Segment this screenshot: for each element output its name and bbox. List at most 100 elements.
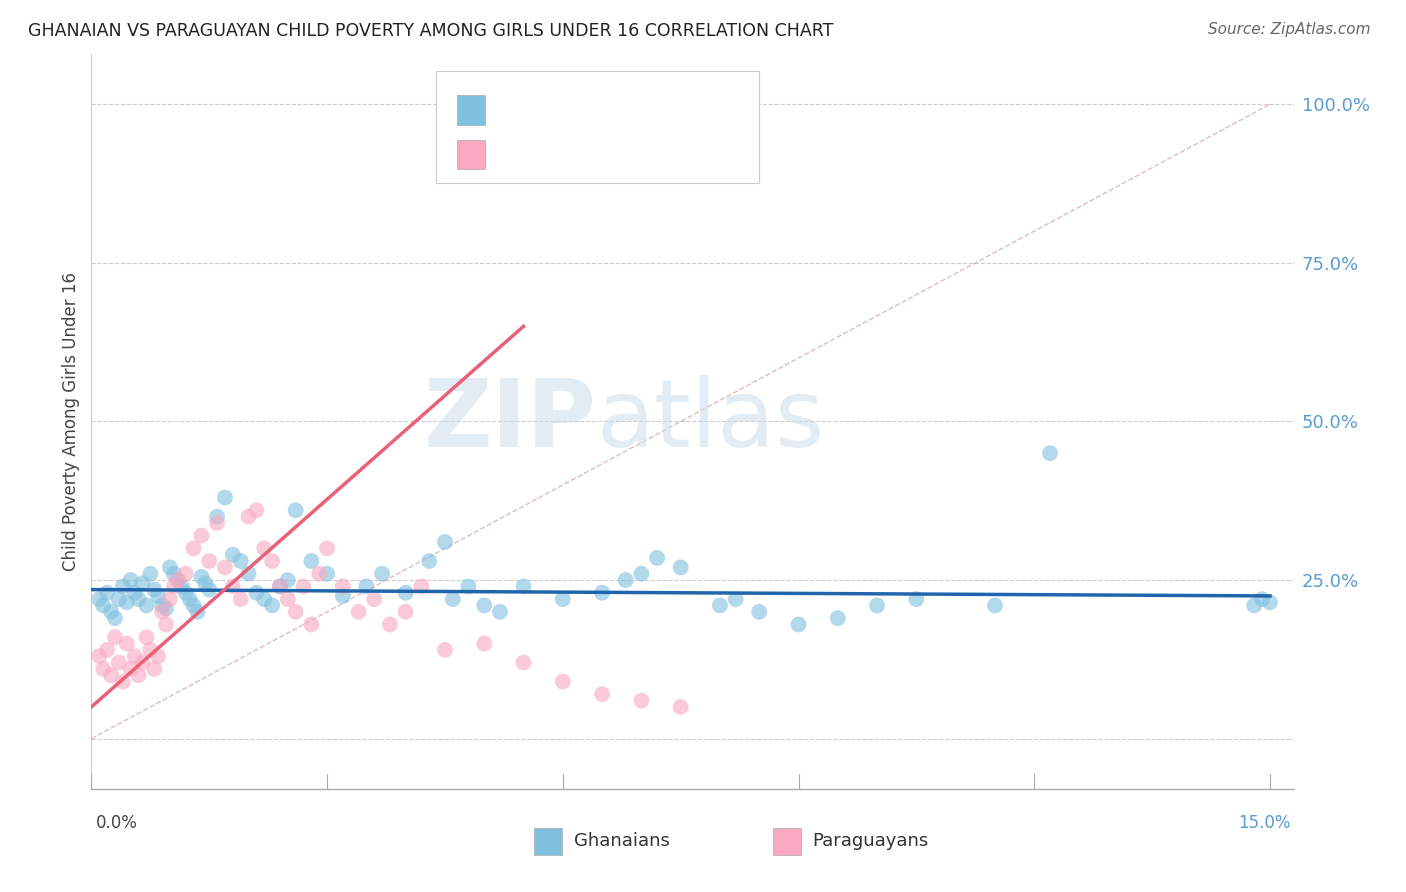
Point (787, 617, 810, 632)
Point (205, 509, 228, 524)
Point (135, 630, 157, 644)
Point (143, 662, 166, 676)
Point (150, 599, 173, 613)
Text: ZIP: ZIP (423, 376, 596, 467)
Point (163, 566, 186, 581)
Point (198, 554, 221, 568)
Point (551, 674, 574, 689)
Point (262, 599, 284, 613)
Point (253, 541, 276, 556)
Point (96, 643, 118, 657)
Point (174, 586, 197, 600)
Point (166, 573, 188, 587)
Point (512, 579, 534, 593)
Point (194, 576, 217, 591)
Point (159, 592, 181, 607)
Point (150, 605, 173, 619)
Point (115, 636, 138, 650)
Point (277, 592, 299, 607)
Text: Paraguayans: Paraguayans (813, 832, 929, 850)
Point (128, 592, 150, 607)
Point (100, 668, 122, 682)
Point (222, 548, 245, 562)
Text: 71: 71 (651, 101, 676, 120)
Point (148, 649, 170, 664)
Point (316, 541, 339, 556)
Point (437, 110, 460, 124)
Point (238, 509, 260, 524)
Point (441, 592, 464, 607)
Point (984, 599, 1007, 613)
Point (512, 656, 534, 670)
Point (905, 592, 928, 607)
Point (316, 566, 339, 581)
Point (124, 649, 146, 664)
Point (292, 579, 315, 593)
Point (100, 605, 122, 619)
Text: GHANAIAN VS PARAGUAYAN CHILD POVERTY AMONG GIRLS UNDER 16 CORRELATION CHART: GHANAIAN VS PARAGUAYAN CHILD POVERTY AMO… (28, 22, 834, 40)
Point (411, 579, 433, 593)
Text: 0.0%: 0.0% (96, 814, 138, 831)
Point (179, 592, 201, 607)
Point (332, 589, 354, 603)
Y-axis label: Child Poverty Among Girls Under 16: Child Poverty Among Girls Under 16 (62, 272, 80, 571)
Point (139, 643, 162, 657)
Point (277, 573, 299, 587)
Point (190, 570, 212, 584)
Text: 0.585: 0.585 (544, 145, 602, 164)
Point (155, 601, 177, 615)
Point (262, 554, 284, 568)
Point (91, 662, 114, 676)
Point (299, 554, 322, 568)
Point (91, 599, 114, 613)
Point (89, 649, 111, 664)
Point (378, 617, 401, 632)
Text: Source: ZipAtlas.com: Source: ZipAtlas.com (1208, 22, 1371, 37)
Point (395, 605, 418, 619)
Point (308, 566, 330, 581)
Point (166, 573, 188, 587)
Point (198, 582, 221, 597)
Point (433, 643, 456, 657)
Point (229, 554, 252, 568)
Point (131, 576, 153, 591)
Point (214, 491, 236, 505)
Point (269, 579, 291, 593)
Point (433, 535, 456, 549)
Text: 54: 54 (651, 145, 676, 164)
Text: atlas: atlas (596, 376, 824, 467)
Point (669, 560, 692, 574)
Point (148, 589, 170, 603)
Point (709, 599, 731, 613)
Point (395, 586, 418, 600)
Point (190, 529, 212, 543)
Text: N =: N = (598, 145, 650, 164)
Point (111, 579, 134, 593)
Point (222, 579, 245, 593)
Point (186, 605, 208, 619)
Point (104, 630, 127, 644)
Text: R =: R = (499, 101, 538, 120)
Point (1258, 595, 1281, 609)
Text: Ghanaians: Ghanaians (574, 832, 669, 850)
Point (108, 592, 131, 607)
Point (128, 668, 150, 682)
Point (238, 566, 260, 581)
Point (205, 516, 228, 530)
Text: 0.015: 0.015 (544, 101, 600, 120)
Point (284, 503, 307, 517)
Point (139, 566, 162, 581)
Point (104, 611, 127, 625)
Point (245, 503, 267, 517)
Point (591, 586, 613, 600)
Point (135, 599, 157, 613)
Point (724, 592, 747, 607)
Text: 15.0%: 15.0% (1239, 814, 1291, 831)
Point (591, 687, 613, 701)
Point (1251, 592, 1274, 607)
Point (163, 579, 186, 593)
Point (489, 605, 512, 619)
Point (1039, 446, 1062, 460)
Text: N =: N = (598, 101, 650, 120)
Text: R =: R = (499, 145, 538, 164)
